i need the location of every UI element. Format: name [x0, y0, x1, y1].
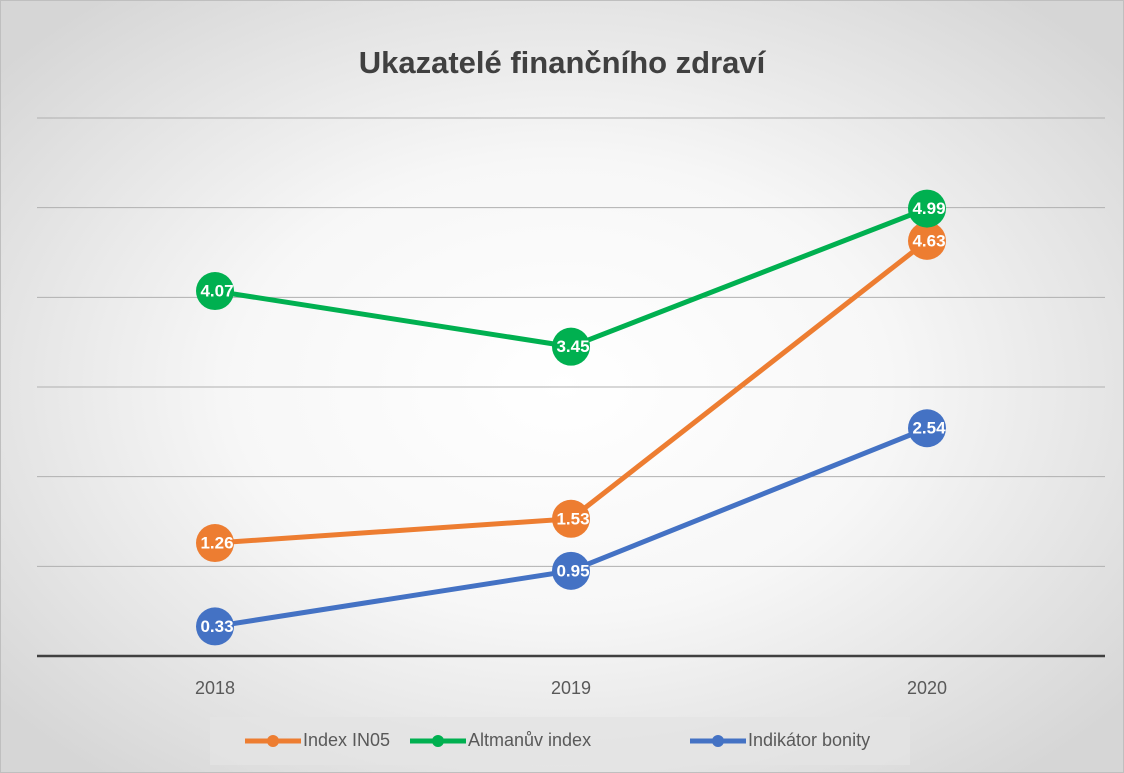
legend-label: Altmanův index: [468, 730, 591, 750]
data-label: 1.53: [556, 509, 589, 528]
data-label: 3.45: [556, 337, 589, 356]
marker: [196, 524, 234, 563]
chart-title: Ukazatelé finančního zdraví: [359, 45, 767, 80]
marker: [908, 189, 946, 228]
marker: [552, 499, 590, 538]
legend-marker: [712, 735, 724, 747]
marker: [552, 327, 590, 366]
legend-box: [210, 717, 910, 765]
data-label: 4.63: [912, 231, 945, 250]
data-label: 1.26: [200, 534, 233, 553]
data-label: 4.99: [912, 199, 945, 218]
marker: [196, 272, 234, 311]
data-label: 4.07: [200, 282, 233, 301]
marker: [196, 607, 234, 646]
x-tick-label: 2020: [907, 678, 947, 698]
data-label: 0.33: [200, 617, 233, 636]
x-tick-label: 2018: [195, 678, 235, 698]
legend-label: Index IN05: [303, 730, 390, 750]
marker: [552, 551, 590, 590]
legend-marker: [432, 735, 444, 747]
marker: [908, 221, 946, 260]
data-label: 2.54: [912, 419, 946, 438]
data-label: 0.95: [556, 561, 589, 580]
marker: [908, 409, 946, 448]
x-tick-label: 2019: [551, 678, 591, 698]
legend-label: Indikátor bonity: [748, 730, 870, 750]
legend-marker: [267, 735, 279, 747]
